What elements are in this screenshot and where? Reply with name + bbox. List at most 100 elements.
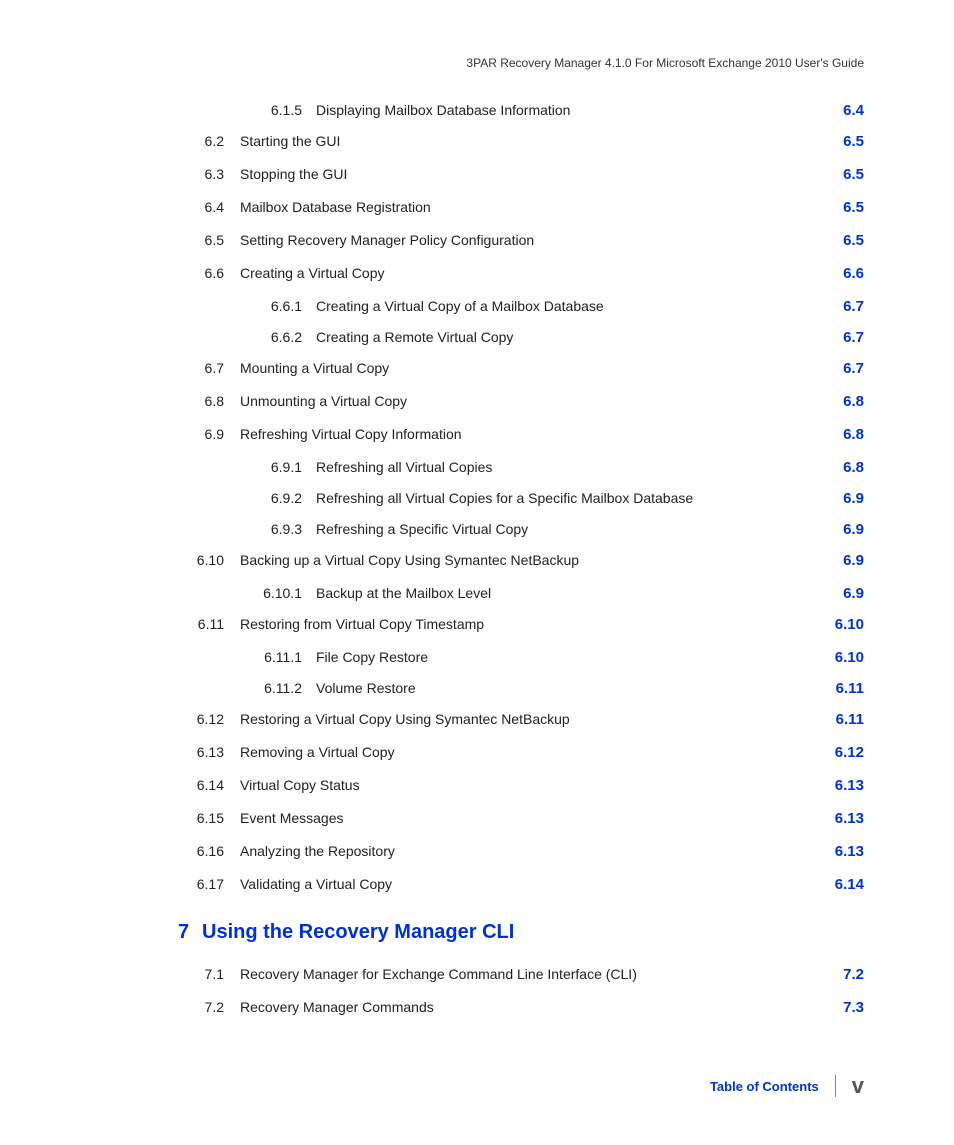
toc-entry[interactable]: 6.8Unmounting a Virtual Copy6.8 bbox=[186, 393, 864, 410]
page-container: 3PAR Recovery Manager 4.1.0 For Microsof… bbox=[0, 0, 954, 1145]
toc-entry[interactable]: 6.9.3Refreshing a Specific Virtual Copy6… bbox=[186, 521, 864, 538]
toc-entry-page[interactable]: 6.11 bbox=[814, 680, 864, 697]
toc-entry[interactable]: 6.9Refreshing Virtual Copy Information6.… bbox=[186, 426, 864, 443]
toc-entry[interactable]: 6.9.2Refreshing all Virtual Copies for a… bbox=[186, 490, 864, 507]
toc-entry[interactable]: 6.5Setting Recovery Manager Policy Confi… bbox=[186, 232, 864, 249]
toc-entry-page[interactable]: 6.13 bbox=[814, 843, 864, 860]
toc-entry-number: 6.10.1 bbox=[186, 585, 316, 601]
toc-entry-page[interactable]: 6.12 bbox=[814, 744, 864, 761]
toc-entry-number: 6.3 bbox=[186, 166, 240, 182]
toc-entry-title: Mailbox Database Registration bbox=[240, 199, 814, 215]
toc-entry[interactable]: 6.1.5Displaying Mailbox Database Informa… bbox=[186, 102, 864, 119]
toc-entry[interactable]: 6.4Mailbox Database Registration6.5 bbox=[186, 199, 864, 216]
toc-entry-page[interactable]: 6.7 bbox=[814, 298, 864, 315]
toc-entry-title: Creating a Virtual Copy of a Mailbox Dat… bbox=[316, 298, 814, 314]
toc-entry[interactable]: 7.1Recovery Manager for Exchange Command… bbox=[186, 966, 864, 983]
toc-entry-number: 6.2 bbox=[186, 133, 240, 149]
toc-entry-number: 6.4 bbox=[186, 199, 240, 215]
toc-entry-page[interactable]: 6.9 bbox=[814, 585, 864, 602]
toc-entry[interactable]: 6.3Stopping the GUI6.5 bbox=[186, 166, 864, 183]
toc-entry-title: Mounting a Virtual Copy bbox=[240, 360, 814, 376]
toc-entry-page[interactable]: 6.9 bbox=[814, 552, 864, 569]
toc-entry[interactable]: 6.15Event Messages6.13 bbox=[186, 810, 864, 827]
toc-entry-title: Refreshing all Virtual Copies for a Spec… bbox=[316, 490, 814, 506]
toc-entry-title: Refreshing Virtual Copy Information bbox=[240, 426, 814, 442]
toc-entry-title: Restoring a Virtual Copy Using Symantec … bbox=[240, 711, 814, 727]
toc-entry-page[interactable]: 6.10 bbox=[814, 649, 864, 666]
toc-entry-page[interactable]: 6.14 bbox=[814, 876, 864, 893]
toc-entry-page[interactable]: 6.7 bbox=[814, 329, 864, 346]
toc-entry-number: 6.13 bbox=[186, 744, 240, 760]
toc-entry-number: 6.16 bbox=[186, 843, 240, 859]
toc-entry-page[interactable]: 6.5 bbox=[814, 199, 864, 216]
toc-entry-page[interactable]: 7.2 bbox=[814, 966, 864, 983]
toc-entry-page[interactable]: 6.11 bbox=[814, 711, 864, 728]
toc-entry[interactable]: 7.2Recovery Manager Commands7.3 bbox=[186, 999, 864, 1016]
toc-entry-number: 7.2 bbox=[186, 999, 240, 1015]
toc-entry[interactable]: 6.10.1Backup at the Mailbox Level6.9 bbox=[186, 585, 864, 602]
footer-page-number: v bbox=[852, 1073, 864, 1099]
toc-entry-page[interactable]: 7.3 bbox=[814, 999, 864, 1016]
toc-entry-page[interactable]: 6.6 bbox=[814, 265, 864, 282]
toc-entry[interactable]: 6.6Creating a Virtual Copy6.6 bbox=[186, 265, 864, 282]
toc-entry-page[interactable]: 6.8 bbox=[814, 393, 864, 410]
toc-entry-page[interactable]: 6.9 bbox=[814, 490, 864, 507]
toc-entry-number: 6.12 bbox=[186, 711, 240, 727]
toc-entry-title: Creating a Virtual Copy bbox=[240, 265, 814, 281]
toc-entry-page[interactable]: 6.8 bbox=[814, 426, 864, 443]
page-footer: Table of Contents v bbox=[710, 1073, 864, 1099]
toc-entry[interactable]: 6.9.1Refreshing all Virtual Copies6.8 bbox=[186, 459, 864, 476]
toc-entry-number: 6.17 bbox=[186, 876, 240, 892]
toc-entry-number: 6.6.1 bbox=[186, 298, 316, 314]
toc-entry[interactable]: 6.11.2Volume Restore6.11 bbox=[186, 680, 864, 697]
toc-entry-page[interactable]: 6.4 bbox=[814, 102, 864, 119]
toc-entry-number: 6.11 bbox=[186, 616, 240, 632]
running-header: 3PAR Recovery Manager 4.1.0 For Microsof… bbox=[90, 56, 864, 70]
toc-entry-page[interactable]: 6.5 bbox=[814, 166, 864, 183]
toc-entry-page[interactable]: 6.13 bbox=[814, 777, 864, 794]
toc-entry-title: Removing a Virtual Copy bbox=[240, 744, 814, 760]
toc-entry[interactable]: 6.13Removing a Virtual Copy6.12 bbox=[186, 744, 864, 761]
footer-divider bbox=[835, 1075, 836, 1097]
toc-entry-number: 6.9.3 bbox=[186, 521, 316, 537]
chapter-number: 7 bbox=[178, 921, 202, 944]
toc-entry-page[interactable]: 6.5 bbox=[814, 133, 864, 150]
toc-entry-number: 6.1.5 bbox=[186, 102, 316, 118]
chapter-heading[interactable]: 7 Using the Recovery Manager CLI bbox=[186, 921, 864, 944]
toc-entry-number: 6.7 bbox=[186, 360, 240, 376]
toc-entry[interactable]: 6.7Mounting a Virtual Copy6.7 bbox=[186, 360, 864, 377]
toc-entry[interactable]: 6.11.1File Copy Restore6.10 bbox=[186, 649, 864, 666]
toc-entry-title: Analyzing the Repository bbox=[240, 843, 814, 859]
footer-label[interactable]: Table of Contents bbox=[710, 1079, 819, 1094]
toc-entry-page[interactable]: 6.5 bbox=[814, 232, 864, 249]
toc-entry-page[interactable]: 6.13 bbox=[814, 810, 864, 827]
toc-entry[interactable]: 6.16Analyzing the Repository6.13 bbox=[186, 843, 864, 860]
toc-entry-title: Virtual Copy Status bbox=[240, 777, 814, 793]
toc-entry-title: Starting the GUI bbox=[240, 133, 814, 149]
toc-entry[interactable]: 6.17Validating a Virtual Copy6.14 bbox=[186, 876, 864, 893]
toc-entry[interactable]: 6.14Virtual Copy Status6.13 bbox=[186, 777, 864, 794]
toc-entry-title: Recovery Manager for Exchange Command Li… bbox=[240, 966, 814, 982]
toc-entry-number: 6.11.1 bbox=[186, 649, 316, 665]
toc-entry-page[interactable]: 6.7 bbox=[814, 360, 864, 377]
toc-entry-title: Refreshing all Virtual Copies bbox=[316, 459, 814, 475]
toc-entry-number: 6.9 bbox=[186, 426, 240, 442]
toc-entry[interactable]: 6.11Restoring from Virtual Copy Timestam… bbox=[186, 616, 864, 633]
toc-entry[interactable]: 6.10Backing up a Virtual Copy Using Syma… bbox=[186, 552, 864, 569]
toc-entry-number: 6.9.2 bbox=[186, 490, 316, 506]
toc-entry[interactable]: 6.6.2Creating a Remote Virtual Copy6.7 bbox=[186, 329, 864, 346]
toc-entry-title: Displaying Mailbox Database Information bbox=[316, 102, 814, 118]
toc-entry-page[interactable]: 6.10 bbox=[814, 616, 864, 633]
toc-entry-page[interactable]: 6.8 bbox=[814, 459, 864, 476]
toc-entry-title: Recovery Manager Commands bbox=[240, 999, 814, 1015]
toc-entry-number: 6.9.1 bbox=[186, 459, 316, 475]
toc-entry-title: File Copy Restore bbox=[316, 649, 814, 665]
toc-entry[interactable]: 6.12Restoring a Virtual Copy Using Syman… bbox=[186, 711, 864, 728]
toc-entry[interactable]: 6.6.1Creating a Virtual Copy of a Mailbo… bbox=[186, 298, 864, 315]
toc-entry-title: Unmounting a Virtual Copy bbox=[240, 393, 814, 409]
toc-section-6: 6.1.5Displaying Mailbox Database Informa… bbox=[186, 102, 864, 893]
toc-entry-page[interactable]: 6.9 bbox=[814, 521, 864, 538]
toc-entry-number: 6.15 bbox=[186, 810, 240, 826]
toc-entry[interactable]: 6.2Starting the GUI6.5 bbox=[186, 133, 864, 150]
toc-entry-number: 6.10 bbox=[186, 552, 240, 568]
